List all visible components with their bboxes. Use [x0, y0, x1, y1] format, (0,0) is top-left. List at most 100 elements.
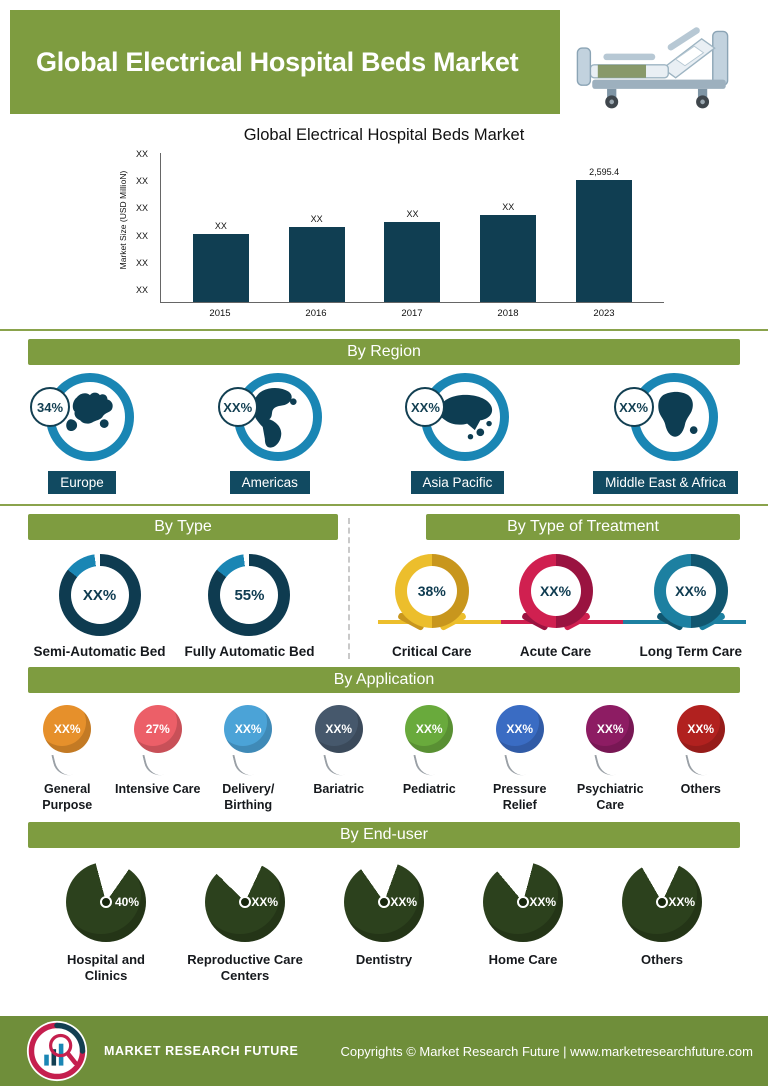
x-tick: 2015 [209, 308, 231, 319]
ribbon-loop-wrap: XX% [518, 554, 593, 636]
pie-center-dot [239, 895, 251, 908]
y-tick: XX [135, 284, 148, 295]
type-row: XX% Semi-Automatic Bed 55% Fully Automat… [0, 554, 348, 659]
end-user-value: XX% [251, 894, 278, 909]
application-value: XX% [687, 722, 715, 736]
application-item-bariatric: XX% Bariatric [294, 705, 385, 814]
end-user-item-dentistry: XX% Dentistry [320, 861, 448, 986]
africa-globe-icon [629, 373, 718, 461]
ribbon-loop-wrap: 38% [394, 554, 469, 636]
region-value-badge: XX% [405, 387, 446, 427]
end-user-label: Dentistry [355, 951, 413, 967]
europe-map-icon [66, 392, 113, 432]
application-value: XX% [415, 722, 443, 736]
by-end-user-banner: By End-user [28, 821, 740, 848]
americas-map-icon [252, 387, 297, 448]
globe-wrap: XX% [405, 373, 510, 463]
footer: MARKET RESEARCH FUTURE Copyrights © Mark… [0, 1016, 768, 1086]
copyright-text: Copyrights © Market Research Future | ww… [340, 1043, 753, 1059]
x-tick: 2023 [593, 308, 615, 319]
by-application-section: By Application XX% General Purpose 27% I… [0, 667, 768, 814]
dentistry-pie-chart: XX% [344, 861, 424, 942]
treatment-label: Critical Care [392, 644, 472, 659]
by-treatment-column: By Type of Treatment 38% Critical C [348, 506, 768, 659]
semi-automatic-donut-chart: XX% [58, 554, 141, 636]
donut-value: 55% [220, 566, 279, 624]
application-label: Bariatric [313, 782, 365, 796]
type-label: Fully Automatic Bed [184, 644, 315, 659]
bar-value: XX [214, 221, 227, 231]
mrf-logo-graphic [26, 1020, 88, 1082]
y-axis-ticks: XX XX XX XX XX XX [126, 149, 148, 295]
application-value: XX% [325, 722, 353, 736]
fully-automatic-donut-chart: 55% [208, 554, 291, 636]
region-value-badge: XX% [613, 387, 654, 427]
stem-line [323, 751, 345, 779]
intensive-care-bubble: 27% [133, 705, 182, 753]
treatment-label: Acute Care [519, 644, 592, 659]
application-item-pediatric: XX% Pediatric [384, 705, 475, 814]
region-item-americas: XX% Americas [217, 373, 322, 494]
critical-care-ring-chart: 38% [394, 554, 469, 628]
asia-map-icon [438, 394, 493, 440]
treatment-item-acute-care: XX% Acute Care [518, 554, 593, 659]
application-item-others: XX% Others [656, 705, 747, 814]
pie-center-dot [656, 895, 668, 908]
reproductive-care-pie-chart: XX% [205, 861, 285, 942]
stem-line [232, 751, 254, 779]
brand-name: MARKET RESEARCH FUTURE [104, 1044, 299, 1058]
end-user-item-hospital-clinics: 40% Hospital and Clinics [42, 861, 170, 986]
by-type-column: By Type XX% Semi-Automatic Bed 55% Fully… [0, 506, 348, 659]
application-value: 27% [145, 722, 170, 736]
bar [576, 180, 633, 302]
stem-line [413, 751, 435, 779]
bar-value: XX [406, 209, 419, 219]
header-banner: Global Electrical Hospital Beds Market [10, 8, 758, 116]
end-user-row: 40% Hospital and Clinics XX% Reproductiv… [0, 861, 768, 986]
bar-2023: 2,595.4 [576, 167, 633, 302]
chart-title: Global Electrical Hospital Beds Market [243, 126, 525, 144]
stem-line [142, 751, 164, 779]
application-value: XX% [53, 722, 81, 736]
mrf-logo-icon [26, 1020, 88, 1082]
application-item-general-purpose: XX% General Purpose [22, 705, 113, 814]
bar-2018: XX [480, 202, 537, 302]
region-label: Middle East & Africa [593, 471, 738, 494]
end-user-label: Home Care [488, 951, 558, 967]
treatment-item-critical-care: 38% Critical Care [392, 554, 472, 659]
bar [384, 222, 441, 302]
bar-value: XX [502, 202, 515, 212]
plot-area: XX XX XX XX 2,595.4 [160, 153, 664, 303]
africa-map-icon [657, 391, 698, 437]
hospital-bed-icon [576, 27, 729, 109]
type-and-treatment-section: By Type XX% Semi-Automatic Bed 55% Fully… [0, 506, 768, 659]
pie-center-dot [100, 895, 112, 908]
bar-value: XX [310, 214, 323, 224]
application-label: Delivery/ Birthing [222, 782, 275, 813]
by-type-banner: By Type [28, 514, 338, 540]
market-size-chart-section: Global Electrical Hospital Beds Market M… [0, 126, 768, 319]
bar [288, 227, 345, 302]
pediatric-bubble: XX% [405, 705, 454, 753]
end-user-value: XX% [529, 894, 556, 909]
pie-center-dot [517, 895, 529, 908]
type-label: Semi-Automatic Bed [33, 644, 166, 659]
general-purpose-bubble: XX% [43, 705, 92, 753]
x-tick: 2017 [401, 308, 423, 319]
end-user-value: 40% [114, 894, 139, 909]
dashed-divider [348, 518, 350, 659]
application-item-pressure-relief: XX% Pressure Relief [475, 705, 566, 814]
globe-wrap: XX% [217, 373, 322, 463]
application-label: Intensive Care [115, 782, 201, 796]
stem-line [594, 751, 616, 779]
pressure-relief-bubble: XX% [495, 705, 544, 753]
treatment-item-long-term-care: XX% Long Term Care [639, 554, 742, 659]
section-divider [0, 329, 768, 331]
region-item-asia-pacific: XX% Asia Pacific [405, 373, 510, 494]
region-item-middle-east-africa: XX% Middle East & Africa [593, 373, 738, 494]
application-item-psychiatric-care: XX% Psychiatric Care [565, 705, 656, 814]
treatment-value: XX% [665, 566, 716, 616]
application-value: XX% [596, 722, 624, 736]
hospital-bed-image [560, 8, 758, 116]
